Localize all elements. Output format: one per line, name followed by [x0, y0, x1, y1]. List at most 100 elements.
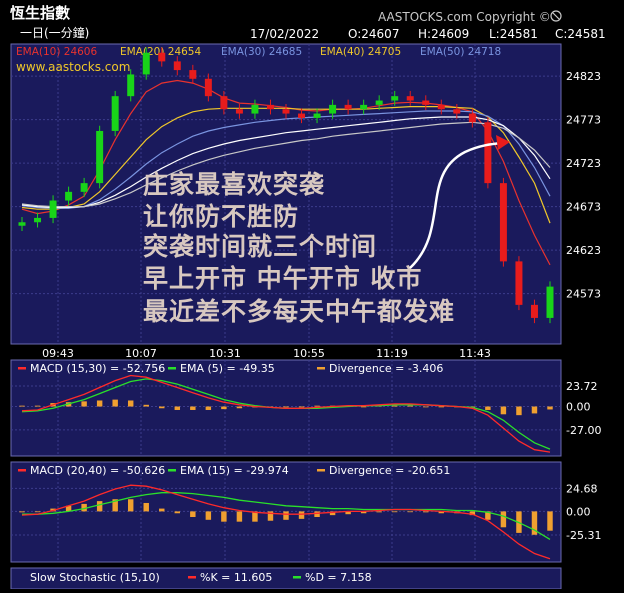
candle-body: [344, 104, 352, 110]
candle-body: [65, 191, 73, 201]
divergence-bar: [159, 508, 165, 512]
divergence-bar: [205, 511, 212, 520]
candle-body: [515, 261, 523, 305]
quote-open: O:24607: [348, 27, 399, 41]
legend-swatch: [317, 367, 325, 370]
divergence-bar: [485, 511, 491, 520]
candle-body: [375, 100, 383, 105]
candle-body: [468, 113, 476, 123]
divergence-bar: [360, 406, 367, 408]
indicator-legend-0: MACD (20,40) = -50.626: [30, 464, 165, 477]
candle-body: [173, 61, 181, 71]
candle-body: [158, 52, 166, 62]
legend-swatch: [18, 367, 26, 370]
x-tick-label: 09:43: [42, 347, 74, 360]
divergence-bar: [531, 406, 538, 414]
annotation-arrow: [409, 141, 504, 269]
legend-swatch: [188, 576, 196, 579]
divergence-bar: [423, 406, 429, 408]
divergence-bar: [221, 511, 227, 522]
quote-close: C:24581: [555, 27, 606, 41]
divergence-bar: [174, 406, 181, 410]
quote-date: 17/02/2022: [250, 27, 319, 41]
quote-low: L:24581: [489, 27, 538, 41]
candle-body: [142, 52, 150, 75]
divergence-bar: [143, 404, 149, 407]
macd-line: [21, 374, 551, 453]
legend-swatch: [317, 469, 325, 472]
legend-swatch: [18, 469, 26, 472]
indicator-y-tick: -25.31: [566, 529, 601, 542]
candle-body: [18, 222, 26, 226]
candle-body: [96, 130, 104, 184]
divergence-bar: [547, 511, 553, 531]
divergence-bar: [360, 511, 367, 514]
y-tick-label: 24573: [566, 288, 601, 301]
candle-body: [235, 109, 243, 114]
candle-body: [406, 96, 414, 101]
divergence-bar: [252, 511, 258, 522]
macd-line: [21, 484, 551, 560]
divergence-bar: [127, 499, 134, 512]
plot-layer: [18, 47, 554, 560]
y-tick-label: 24623: [566, 244, 601, 257]
divergence-bar: [174, 511, 181, 514]
annotation-line-1: 让你防不胜防: [143, 202, 299, 231]
divergence-bar: [96, 501, 103, 512]
legend-swatch: [168, 469, 176, 472]
divergence-bar: [345, 511, 351, 515]
x-tick-label: 10:55: [293, 347, 325, 360]
divergence-bar: [298, 511, 305, 519]
divergence-bar: [438, 511, 445, 514]
y-tick-label: 24723: [566, 157, 601, 170]
divergence-bar: [159, 406, 165, 409]
y-tick-label: 24673: [566, 201, 601, 214]
candle-body: [329, 104, 337, 114]
annotation-line-0: 庄家最喜欢突袭: [143, 170, 325, 199]
divergence-bar: [407, 405, 413, 407]
website-label: www.aastocks.com: [16, 60, 130, 74]
candle-body: [546, 286, 554, 318]
divergence-bar: [236, 511, 243, 522]
stoch-legend-2: %D = 7.158: [305, 571, 372, 584]
stoch-legend-1: %K = 11.605: [200, 571, 272, 584]
interval-label: 一日(一分鐘): [20, 25, 89, 40]
divergence-bar: [267, 511, 274, 521]
divergence-bar: [283, 406, 289, 408]
ema-legend-1: EMA(20) 24654: [120, 46, 201, 58]
candle-body: [437, 104, 445, 110]
divergence-bar: [407, 511, 413, 513]
divergence-bar: [112, 499, 118, 512]
candle-body: [499, 183, 507, 262]
divergence-bar: [391, 405, 398, 407]
candle-body: [360, 104, 368, 110]
divergence-bar: [298, 406, 305, 408]
ema-line-4: [21, 116, 551, 209]
copyright-text: AASTOCKS.com Copyright ©: [378, 10, 551, 24]
ema-legend-4: EMA(50) 24718: [420, 46, 501, 58]
divergence-bar: [376, 511, 382, 513]
candle-body: [484, 122, 492, 184]
candle-body: [80, 183, 88, 192]
close-icon[interactable]: [550, 10, 562, 22]
panel-0: [10, 43, 562, 345]
divergence-bar: [516, 406, 522, 416]
divergence-bar: [531, 511, 538, 535]
divergence-bar: [112, 399, 118, 407]
ema-legend-3: EMA(40) 24705: [320, 46, 401, 58]
divergence-bar: [500, 511, 507, 528]
y-tick-label: 24823: [566, 70, 601, 83]
indicator-y-tick: -27.00: [566, 424, 601, 437]
divergence-bar: [236, 406, 243, 409]
candle-body: [298, 113, 306, 118]
indicator-y-tick: 0.00: [566, 505, 591, 518]
indicator-legend-0: MACD (15,30) = -52.756: [30, 362, 165, 375]
divergence-bar: [485, 406, 491, 410]
indicator-y-tick: 0.00: [566, 401, 591, 414]
candle-body: [453, 109, 461, 114]
divergence-bar: [221, 406, 227, 410]
x-tick-label: 10:31: [209, 347, 241, 360]
indicator-legend-1: EMA (5) = -49.35: [180, 362, 275, 375]
